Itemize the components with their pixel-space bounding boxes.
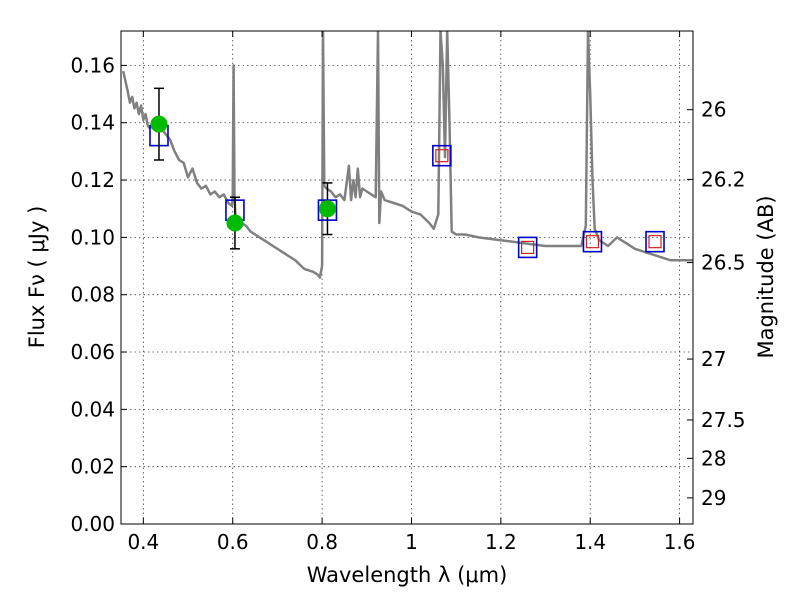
model-box-marker	[582, 230, 603, 253]
grid-lines	[121, 31, 693, 525]
observed-point	[150, 115, 168, 133]
mag-tick-label: 29	[701, 486, 726, 510]
nir-marker	[521, 240, 535, 255]
nir-marker	[585, 235, 600, 249]
plot-data	[121, 31, 693, 279]
y-tick-label: 0.16	[70, 53, 115, 77]
x-tick-label: 0.8	[306, 530, 338, 554]
x-tick-label: 1.4	[574, 530, 606, 554]
x-tick-label: 1	[405, 530, 418, 554]
observed-point	[226, 214, 244, 232]
plot-frame	[120, 30, 694, 525]
sed-model-line	[121, 31, 693, 279]
mag-tick-label: 26.2	[701, 167, 746, 191]
y-tick-label: 0.04	[70, 397, 115, 421]
y2-axis-label: Magnitude (AB)	[754, 195, 778, 358]
y-tick-label: 0.08	[70, 283, 115, 307]
y-axis-right-magnitude: 26 26.2 26.5 27 27.5 28 29	[687, 98, 746, 510]
x-tick-label: 1.6	[664, 530, 696, 554]
mag-tick-label: 27	[701, 347, 726, 371]
mag-tick-label: 28	[701, 446, 726, 470]
y-tick-label: 0.10	[70, 225, 115, 249]
nir-marker	[648, 235, 662, 249]
observed-point	[318, 200, 336, 218]
model-box-marker	[517, 236, 538, 259]
y-axis-left: 0.00 0.02 0.04 0.06 0.08 0.10 0.12 0.14 0.16	[70, 53, 127, 536]
y-tick-label: 0.00	[70, 512, 115, 536]
y-tick-label: 0.12	[70, 168, 115, 192]
y-axis-label: Flux Fν ( μJy )	[25, 206, 49, 349]
x-tick-label: 1.2	[485, 530, 517, 554]
x-axis-label: Wavelength λ (μm)	[307, 563, 508, 587]
x-tick-label: 0.6	[217, 530, 249, 554]
model-box-marker	[432, 144, 452, 167]
x-tick-label: 0.4	[127, 530, 159, 554]
y-tick-label: 0.14	[70, 111, 115, 135]
model-box-marker	[645, 230, 665, 253]
mag-tick-label: 27.5	[701, 408, 746, 432]
x-axis: 0.4 0.6 0.8 1 1.2 1.4 1.6	[127, 31, 696, 554]
y-tick-label: 0.02	[70, 455, 115, 479]
mag-tick-label: 26	[701, 98, 726, 122]
mag-tick-label: 26.5	[701, 251, 746, 275]
nir-marker	[435, 149, 449, 163]
y-tick-label: 0.06	[70, 340, 115, 364]
